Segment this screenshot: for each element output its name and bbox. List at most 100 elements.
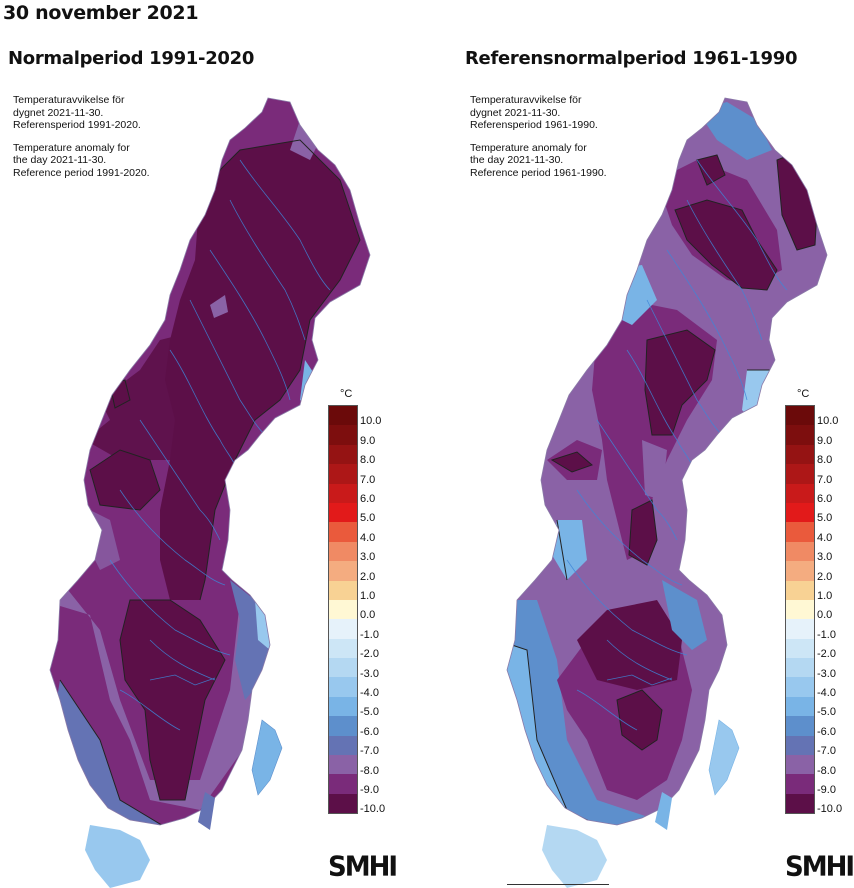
- legend-swatch: [329, 599, 357, 620]
- legend-tick-label: 9.0: [817, 434, 833, 447]
- legend-tick-label: -9.0: [360, 784, 379, 797]
- legend-swatch: [786, 599, 814, 620]
- legend-tick-label: -10.0: [360, 803, 386, 816]
- legend-swatch: [329, 638, 357, 659]
- anomaly-map-1961-1990: [506, 97, 828, 888]
- legend-tick-label: -6.0: [817, 725, 836, 738]
- smhi-logo: SMHI: [328, 851, 398, 883]
- legend-swatch: [786, 502, 814, 523]
- legend-swatch: [329, 735, 357, 756]
- page-title: 30 november 2021: [3, 2, 199, 24]
- bottom-rule: [507, 884, 609, 885]
- legend-swatch: [786, 444, 814, 465]
- legend-swatch: [786, 561, 814, 581]
- legend-tick-label: 8.0: [360, 454, 376, 467]
- legend-swatch: [329, 774, 357, 794]
- map-panel-1991-2020: Normalperiod 1991-2020 Temperaturavvikel…: [0, 40, 420, 888]
- legend-tick-label: 4.0: [817, 531, 833, 544]
- legend-swatch: [329, 502, 357, 523]
- legend-swatch: [786, 638, 814, 659]
- legend-tick-label: -3.0: [817, 667, 836, 680]
- legend-bar: [328, 405, 358, 815]
- legend-tick-label: -4.0: [360, 687, 379, 700]
- map-caption: Temperaturavvikelse för dygnet 2021-11-3…: [470, 94, 607, 179]
- legend-tick-label: 6.0: [360, 493, 376, 506]
- legend-swatch: [786, 658, 814, 678]
- legend-swatch: [786, 425, 814, 445]
- legend-swatch: [786, 696, 814, 717]
- legend-swatch: [786, 406, 814, 426]
- legend-tick-label: 4.0: [360, 531, 376, 544]
- legend-tick-label: 6.0: [817, 493, 833, 506]
- legend-swatch: [329, 483, 357, 503]
- legend-tick-label: -4.0: [817, 687, 836, 700]
- legend-unit: °C: [797, 388, 810, 400]
- legend-swatch: [329, 522, 357, 542]
- legend-swatch: [786, 716, 814, 736]
- legend-swatch: [786, 483, 814, 503]
- legend-tick-label: -9.0: [817, 784, 836, 797]
- legend-tick-label: -7.0: [817, 745, 836, 758]
- legend-tick-label: -8.0: [360, 764, 379, 777]
- legend-bar: [785, 405, 815, 815]
- legend-swatch: [329, 561, 357, 581]
- legend-tick-label: -3.0: [360, 667, 379, 680]
- legend-tick-label: -8.0: [817, 764, 836, 777]
- legend-swatch: [329, 580, 357, 600]
- legend-tick-label: 8.0: [817, 454, 833, 467]
- legend-swatch: [786, 619, 814, 639]
- legend-swatch: [329, 619, 357, 639]
- legend-swatch: [329, 677, 357, 697]
- color-legend: °C 10.0 9.0 8.0 7.0 6.0 5.0 4.0 3.0 2.0 1.0 0.0 -1.…: [328, 388, 388, 838]
- legend-swatch: [329, 696, 357, 717]
- legend-unit: °C: [340, 388, 353, 400]
- legend-tick-label: -2.0: [817, 648, 836, 661]
- legend-tick-label: 10.0: [817, 415, 839, 428]
- smhi-logo: SMHI: [785, 851, 854, 883]
- legend-tick-label: 3.0: [360, 551, 376, 564]
- legend-tick-label: 1.0: [360, 590, 376, 603]
- legend-tick-label: -5.0: [817, 706, 836, 719]
- legend-tick-label: 2.0: [817, 570, 833, 583]
- panel-title: Normalperiod 1991-2020: [8, 48, 255, 69]
- legend-swatch: [786, 580, 814, 600]
- legend-swatch: [786, 774, 814, 794]
- legend-swatch: [786, 541, 814, 562]
- legend-tick-label: 10.0: [360, 415, 382, 428]
- legend-swatch: [786, 735, 814, 756]
- legend-tick-label: -1.0: [360, 628, 379, 641]
- legend-swatch: [329, 793, 357, 814]
- legend-tick-label: -7.0: [360, 745, 379, 758]
- legend-swatch: [329, 541, 357, 562]
- legend-tick-label: 5.0: [360, 512, 376, 525]
- legend-tick-label: 5.0: [817, 512, 833, 525]
- map-caption: Temperaturavvikelse för dygnet 2021-11-3…: [13, 94, 150, 179]
- legend-swatch: [329, 716, 357, 736]
- anomaly-map-1991-2020: [49, 97, 371, 888]
- legend-swatch: [786, 464, 814, 484]
- legend-swatch: [786, 522, 814, 542]
- legend-tick-label: 3.0: [817, 551, 833, 564]
- legend-swatch: [786, 677, 814, 697]
- legend-tick-label: 0.0: [817, 609, 833, 622]
- legend-tick-label: -5.0: [360, 706, 379, 719]
- legend-swatch: [329, 444, 357, 465]
- legend-tick-label: 0.0: [360, 609, 376, 622]
- legend-tick-label: 7.0: [817, 473, 833, 486]
- legend-tick-label: 9.0: [360, 434, 376, 447]
- legend-tick-label: -10.0: [817, 803, 843, 816]
- legend-swatch: [329, 425, 357, 445]
- legend-tick-label: -1.0: [817, 628, 836, 641]
- legend-tick-label: 1.0: [817, 590, 833, 603]
- legend-tick-label: -6.0: [360, 725, 379, 738]
- map-panel-1961-1990: Referensnormalperiod 1961-1990 Temperatu…: [457, 40, 854, 888]
- legend-swatch: [786, 755, 814, 775]
- legend-swatch: [329, 464, 357, 484]
- legend-tick-label: 2.0: [360, 570, 376, 583]
- color-legend: °C 10.0 9.0 8.0 7.0 6.0 5.0 4.0 3.0 2.0 1.0 0.0 -1.…: [785, 388, 845, 838]
- legend-swatch: [329, 406, 357, 426]
- legend-swatch: [329, 755, 357, 775]
- legend-tick-label: 7.0: [360, 473, 376, 486]
- legend-tick-label: -2.0: [360, 648, 379, 661]
- legend-swatch: [786, 793, 814, 814]
